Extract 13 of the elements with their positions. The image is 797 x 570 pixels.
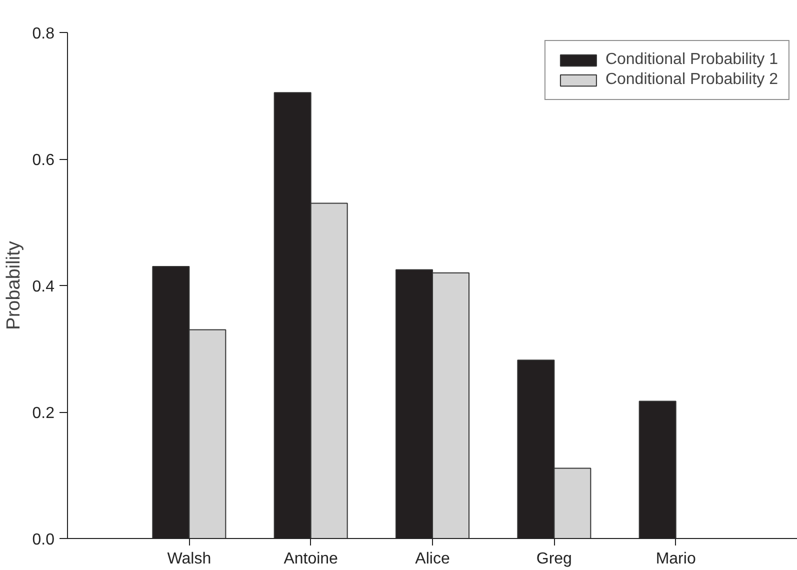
x-tick-label: Walsh	[167, 550, 212, 568]
y-tick-label: 0.2	[32, 405, 55, 422]
y-tick-label: 0.4	[32, 278, 55, 296]
legend-label: Conditional Probability 2	[605, 71, 778, 89]
x-tick-label: Antoine	[284, 550, 338, 568]
x-tick-label: Mario	[656, 550, 696, 568]
y-tick-label: 0.0	[32, 532, 55, 548]
x-tick-label: Greg	[536, 550, 572, 568]
x-tick-label: Alice	[415, 550, 450, 568]
y-tick-label: 0.6	[32, 152, 55, 169]
y-tick-label: 0.8	[32, 26, 55, 42]
y-axis-title: Probability	[3, 240, 24, 330]
legend-label: Conditional Probability 1	[605, 51, 778, 69]
